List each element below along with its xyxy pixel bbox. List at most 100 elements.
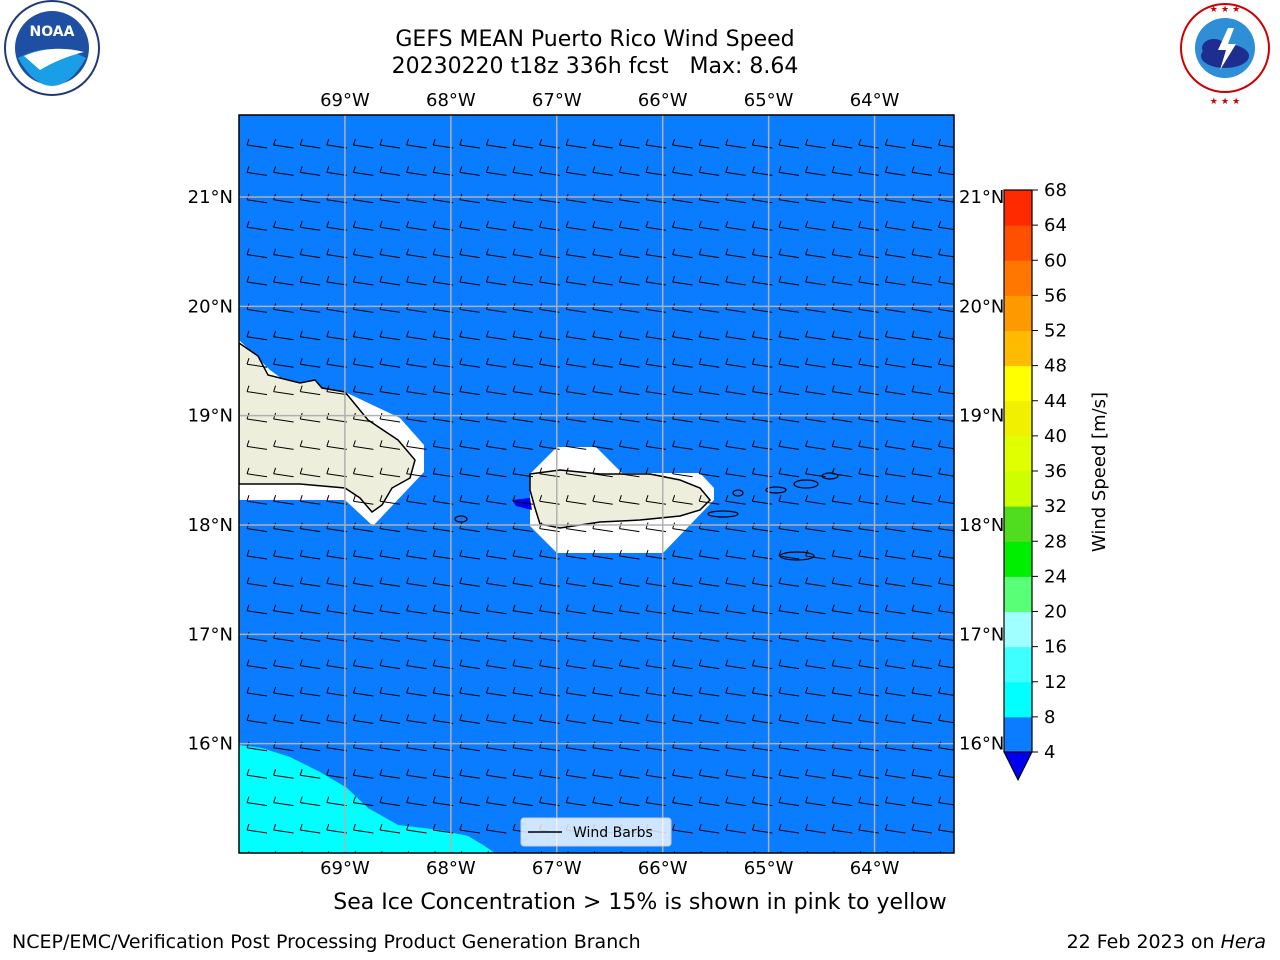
wind-barb (406, 248, 427, 259)
wind-barb (672, 166, 693, 176)
chart-title: GEFS MEAN Puerto Rico Wind Speed (395, 27, 795, 52)
wind-barb (698, 604, 720, 615)
wind-barb (432, 632, 454, 642)
colorbar-tick-label: 32 (1044, 496, 1067, 517)
wind-barb (485, 358, 507, 368)
lat-tick-right: 21°N (959, 187, 1004, 208)
wind-barb (273, 796, 294, 807)
wind-barb (698, 467, 720, 478)
wind-barb (911, 495, 933, 505)
wind-barb (858, 275, 879, 286)
wind-barb (485, 440, 507, 450)
wind-barb (246, 604, 268, 615)
wind-barb (565, 495, 587, 505)
wind-barb (246, 166, 268, 176)
wind-barb (459, 248, 480, 259)
wind-barb (592, 221, 613, 231)
noaa-logo-text: NOAA (30, 24, 75, 40)
wind-barb (672, 604, 693, 615)
wind-barb (273, 467, 294, 478)
wind-barb (778, 796, 800, 807)
svg-text:★ ★ ★: ★ ★ ★ (1210, 97, 1240, 107)
wind-barb (805, 796, 826, 807)
wind-barb (565, 577, 587, 587)
wind-barb (379, 714, 401, 724)
wind-barb (618, 769, 640, 779)
wind-barb (938, 577, 954, 587)
wind-barb (246, 495, 268, 505)
wind-barb (299, 686, 321, 697)
footer-date-text: 22 Feb 2023 on (1066, 931, 1221, 953)
lat-tick-left: 17°N (188, 624, 233, 645)
wind-barb (379, 275, 401, 286)
lon-tick-bottom: 66°W (638, 858, 688, 879)
wind-barb (858, 166, 879, 176)
wind-barb (299, 138, 321, 149)
wind-barb (672, 221, 693, 231)
wind-barb (698, 358, 720, 368)
wind-barb (459, 659, 480, 670)
wind-barb (273, 549, 294, 560)
wind-barb (485, 823, 507, 834)
wind-barb (911, 577, 933, 587)
wind-barb (831, 796, 853, 807)
wind-barb (246, 577, 268, 587)
wind-barb (246, 385, 268, 396)
wind-barb (352, 686, 374, 697)
wind-barb (831, 440, 853, 450)
wind-barb (884, 358, 906, 368)
wind-barb (406, 714, 427, 724)
wind-barb (618, 440, 640, 450)
wind-barb (698, 275, 720, 286)
wind-barb (246, 549, 268, 560)
wind-barb (273, 714, 294, 724)
wind-barb (805, 440, 826, 450)
wind-barb (592, 138, 613, 149)
wind-barb (805, 166, 826, 176)
wind-barb (352, 577, 374, 587)
wind-barb (698, 221, 720, 231)
wind-barb (352, 138, 374, 149)
wind-barb (512, 495, 534, 505)
wind-barb (565, 221, 587, 231)
wind-barb (326, 823, 347, 834)
footer-date: 22 Feb 2023 on Hera (1067, 931, 1266, 953)
wind-barb (352, 632, 374, 642)
wind-barb (938, 330, 954, 340)
wind-barb (778, 440, 800, 450)
legend-box (520, 817, 672, 847)
wind-barb (805, 467, 826, 478)
wind-barb (672, 741, 693, 752)
colorbar-label: Wind Speed [m/s] (1089, 392, 1110, 552)
wind-barb (379, 741, 401, 752)
wind-barb (326, 741, 347, 752)
wind-barb (884, 769, 906, 779)
wind-barb (938, 769, 954, 779)
lon-tick-top: 68°W (426, 90, 476, 111)
wind-barb (273, 138, 294, 149)
wind-barb (884, 275, 906, 286)
wind-barb (725, 686, 746, 697)
wind-barb (459, 549, 480, 560)
wind-barb (698, 714, 720, 724)
wind-barb (352, 769, 374, 779)
wind-barb (618, 275, 640, 286)
wind-barb (352, 440, 374, 450)
wind-barb (406, 275, 427, 286)
colorbar-tick-label: 40 (1044, 426, 1067, 447)
colorbar-tick-label: 28 (1044, 531, 1067, 552)
wind-barb (592, 686, 613, 697)
wind-barb (379, 769, 401, 779)
wind-barb (246, 467, 268, 478)
wind-barb (618, 549, 640, 560)
wind-barb (725, 138, 746, 149)
wind-barb (246, 823, 268, 834)
wind-barb (618, 495, 640, 505)
wind-barb (459, 330, 480, 341)
wind-barb (326, 385, 347, 396)
wind-barb (858, 440, 879, 450)
wind-barb (858, 659, 879, 670)
wind-barb (911, 659, 933, 670)
wind-barb (512, 440, 534, 450)
wind-barb (938, 741, 954, 751)
